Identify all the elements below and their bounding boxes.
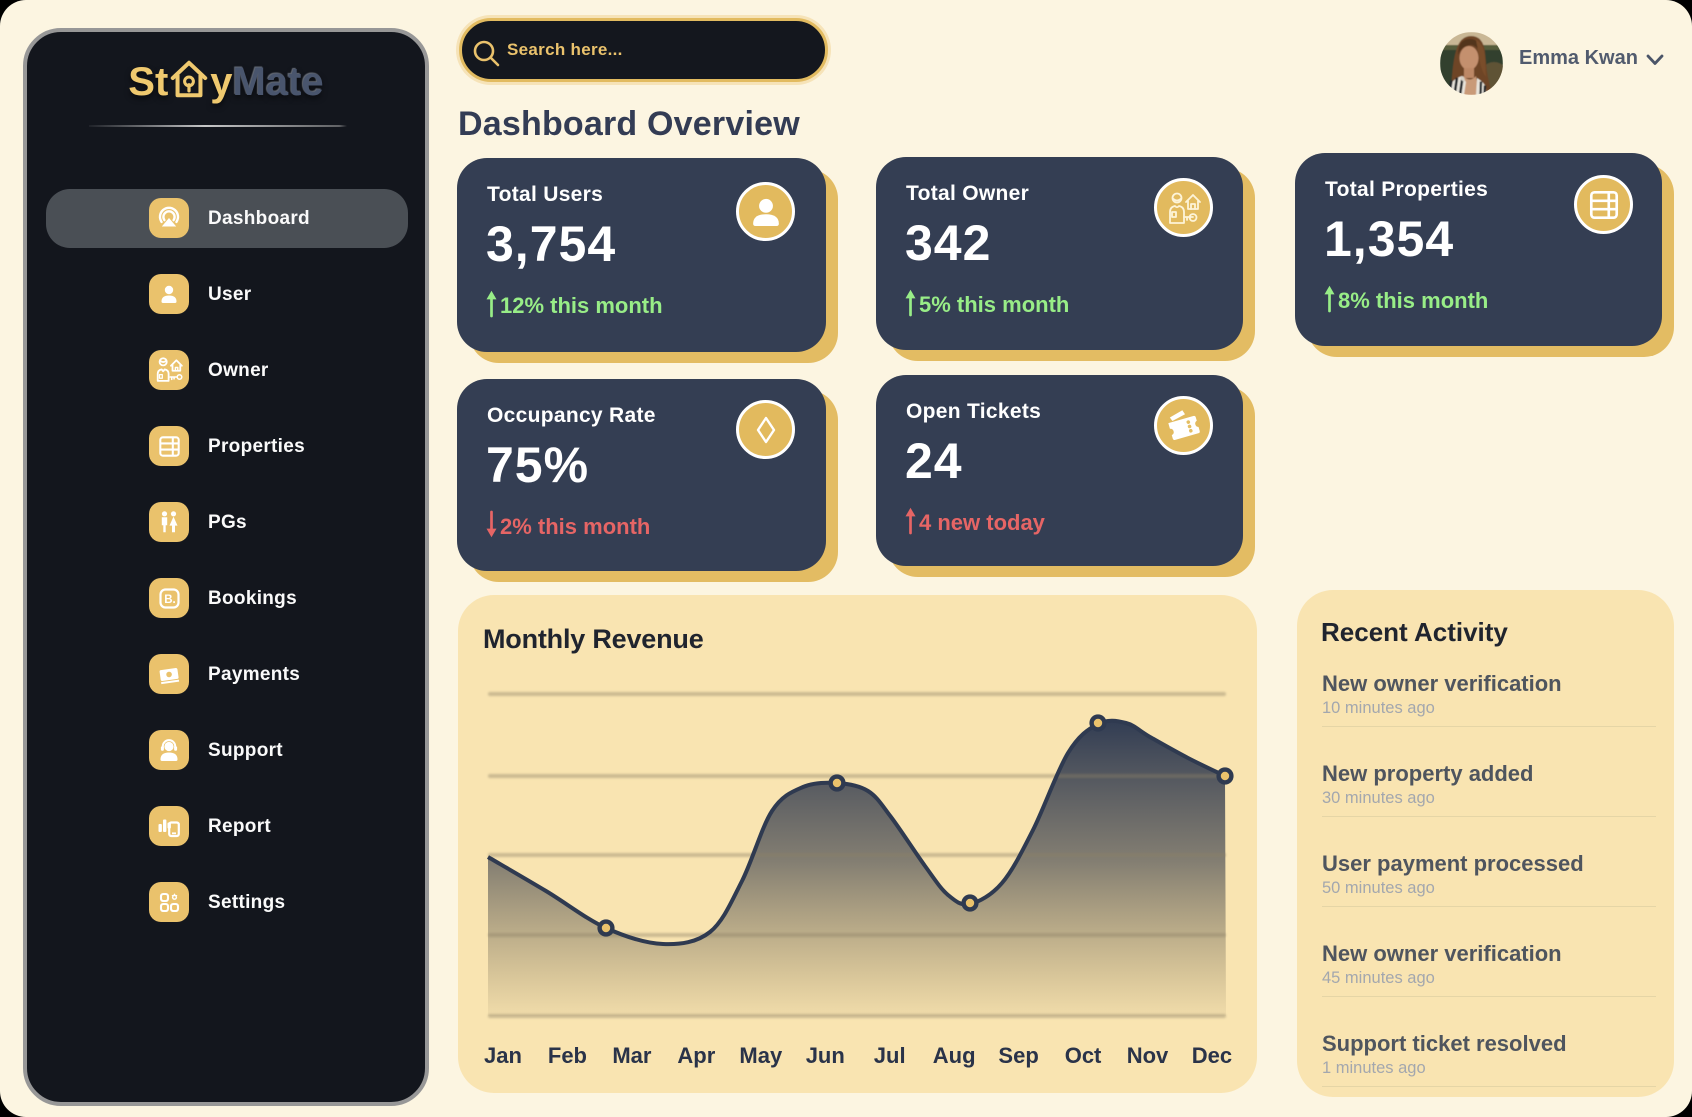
svg-text:B.: B.: [164, 594, 176, 606]
